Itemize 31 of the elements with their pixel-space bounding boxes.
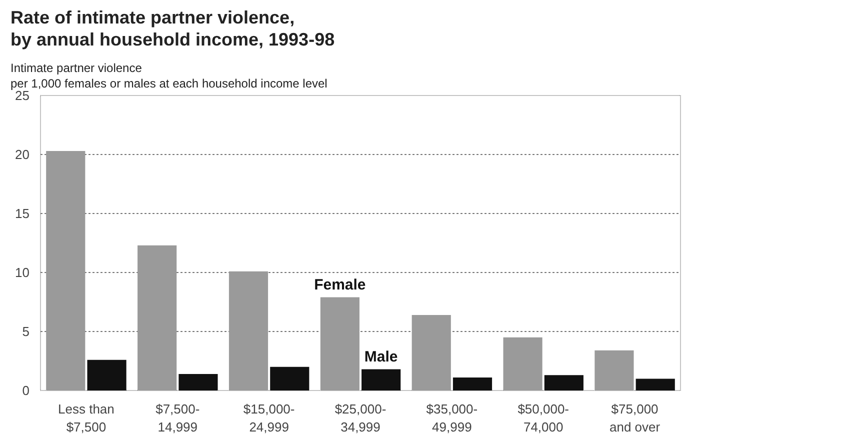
bar [87, 360, 126, 390]
x-tick-label: Less than $7,500 [58, 402, 114, 434]
bar [362, 369, 401, 390]
bar [636, 378, 675, 390]
x-tick-label: $7,500- 14,999 [156, 402, 200, 434]
y-tick-label: 20 [15, 147, 30, 162]
chart-title: Rate of intimate partner violence, by annual household income, 1993-98 [10, 8, 335, 50]
x-tick-label: $35,000- 49,999 [426, 402, 478, 434]
bar [320, 297, 360, 390]
bar [138, 245, 177, 390]
y-tick-label: 25 [15, 88, 30, 103]
bar [228, 271, 268, 390]
x-tick-label: $25,000- 34,999 [334, 402, 386, 434]
bar [594, 350, 634, 390]
x-tick-label: $75,000 and over [609, 402, 661, 434]
y-tick-label: 10 [15, 265, 30, 280]
x-tick-label: $15,000- 24,999 [243, 402, 295, 434]
y-axis-title: Intimate partner violence per 1,000 females or males at each household income level [10, 61, 328, 90]
series-label: Female [314, 276, 366, 294]
bar [46, 150, 86, 390]
bar [452, 378, 492, 390]
y-tick-label: 15 [15, 206, 30, 221]
series-label: Male [364, 348, 398, 366]
bar [544, 375, 584, 390]
y-tick-label: 5 [22, 324, 30, 339]
bar [270, 366, 310, 390]
x-tick-label: $50,000- 74,000 [518, 402, 570, 434]
bar [178, 374, 218, 390]
bar [412, 314, 451, 390]
y-tick-label: 0 [22, 383, 30, 398]
bar [503, 337, 542, 390]
